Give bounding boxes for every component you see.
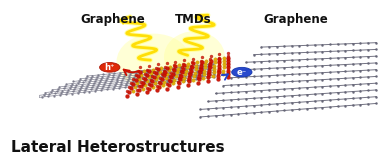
Text: h⁺: h⁺ xyxy=(105,63,115,72)
Text: Lateral Heterostructures: Lateral Heterostructures xyxy=(11,140,225,155)
Text: Graphene: Graphene xyxy=(81,13,146,26)
Ellipse shape xyxy=(164,31,225,83)
Circle shape xyxy=(100,63,120,72)
Text: e⁻: e⁻ xyxy=(237,68,247,77)
Text: TMDs: TMDs xyxy=(174,13,211,26)
Circle shape xyxy=(232,67,252,77)
Text: Graphene: Graphene xyxy=(264,13,328,26)
Ellipse shape xyxy=(116,34,191,90)
